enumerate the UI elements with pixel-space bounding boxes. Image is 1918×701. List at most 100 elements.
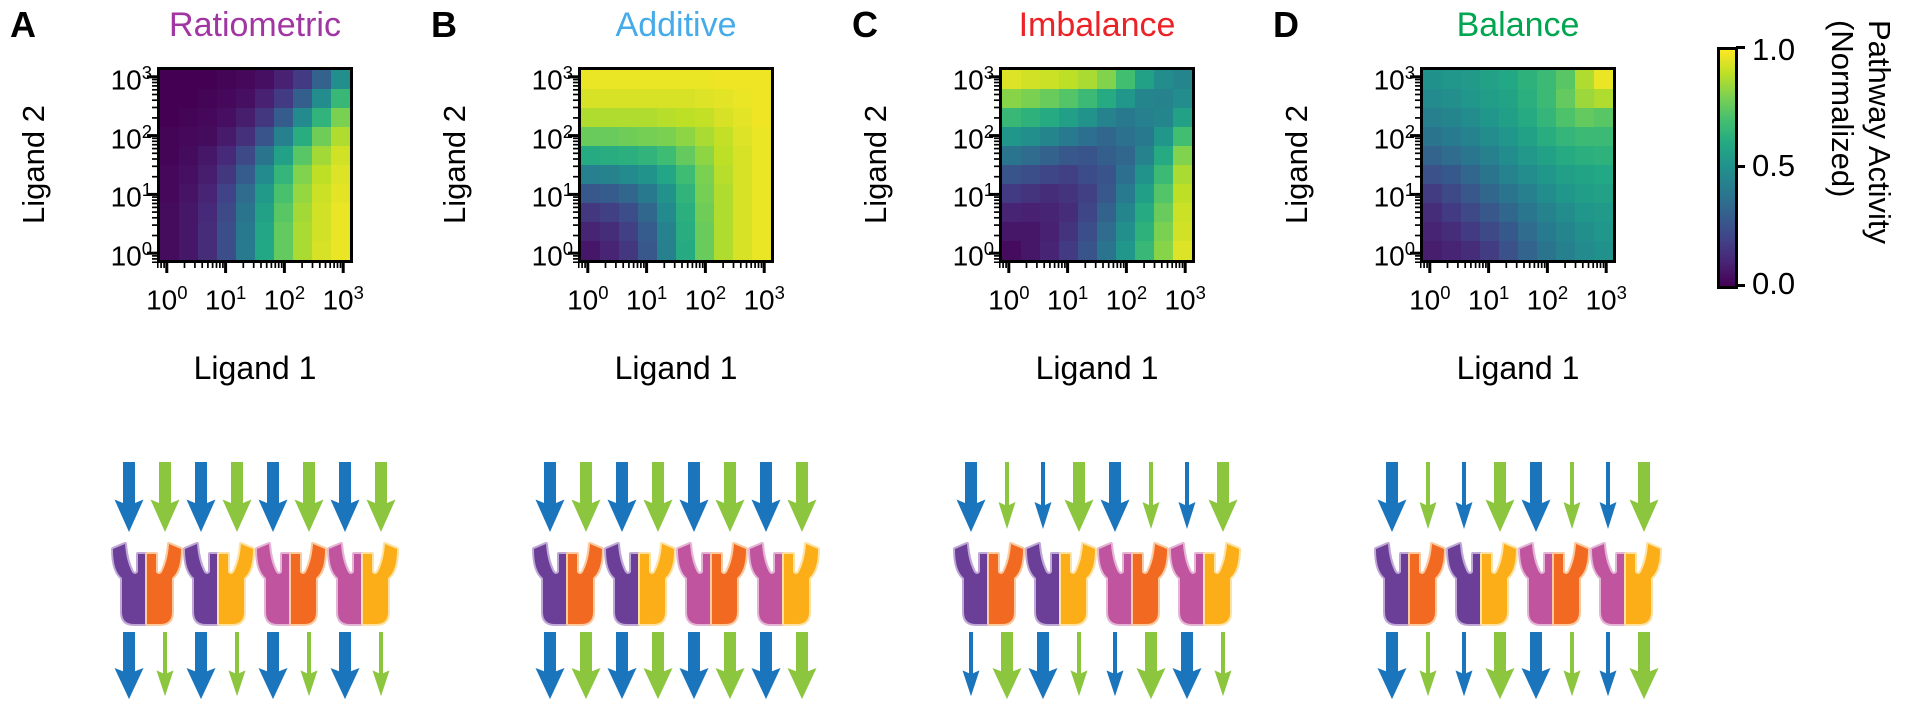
x-axis-ticks: [578, 263, 766, 273]
receptor-dimer-purple-amber: [604, 542, 676, 626]
blue-arrow-thick-input: [258, 462, 288, 532]
blue-arrow-thin-input: [1455, 462, 1473, 529]
blue-arrow-thick-input: [535, 462, 565, 532]
green-arrow-thin-output: [228, 632, 246, 697]
x-axis-ticks: [999, 263, 1187, 273]
panel-balance: D Balance Ligand 2 100 101 102 103 100 101 10…: [1273, 0, 1694, 701]
tick-label: 101: [531, 179, 573, 213]
blue-arrow-thin-input: [1178, 462, 1196, 529]
tick-label: 102: [531, 120, 573, 154]
blue-arrow-thick-output: [1377, 632, 1407, 700]
tick-label: 102: [684, 282, 727, 316]
x-axis-tick-labels: 100 101 102 103: [1409, 278, 1627, 318]
blue-arrow-thick-input: [330, 462, 360, 532]
receptor-dimer-purple-orange: [111, 542, 183, 626]
x-axis-ticks: [1420, 263, 1608, 273]
receptor-dimer-purple-amber: [1025, 542, 1097, 626]
tick-label: 103: [1373, 61, 1415, 96]
blue-arrow-thin-output: [962, 632, 980, 697]
colorbar-gradient: [1717, 47, 1738, 289]
receptor-dimer-magenta-orange: [1097, 542, 1169, 626]
y-axis-ticks: [568, 75, 578, 263]
green-arrow-thin-input: [1563, 462, 1581, 529]
blue-arrow-thick-output: [114, 632, 144, 700]
blue-arrow-thick-output: [679, 632, 709, 700]
green-arrow-thin-output: [1419, 632, 1437, 697]
tick-label: 101: [625, 282, 668, 316]
heatmap-imbalance: [999, 67, 1195, 263]
receptor-dimer-magenta-amber: [1590, 542, 1662, 626]
tick-label: 101: [1046, 282, 1089, 316]
heatmap-balance: [1420, 67, 1616, 263]
green-arrow-thick-input: [787, 462, 817, 532]
colorbar-tick-label: 0.0: [1752, 266, 1796, 301]
panel-letter: A: [10, 4, 36, 45]
x-axis-label: Ligand 1: [193, 350, 317, 386]
green-arrow-thick-output: [1485, 632, 1515, 700]
blue-arrow-thick-output: [330, 632, 360, 700]
y-axis-label: Ligand 2: [16, 105, 51, 225]
tick-label: 101: [1467, 282, 1510, 316]
panel-letter: C: [852, 4, 878, 45]
blue-arrow-thick-output: [607, 632, 637, 700]
blue-arrow-thin-output: [1455, 632, 1473, 697]
tick-label: 102: [263, 282, 306, 316]
x-axis-tick-labels: 100 101 102 103: [146, 278, 364, 318]
blue-arrow-thick-input: [1521, 462, 1551, 532]
receptor-dimer-magenta-amber: [1169, 542, 1241, 626]
blue-arrow-thick-output: [258, 632, 288, 700]
y-axis-ticks: [147, 75, 157, 263]
tick-label: 100: [952, 238, 994, 272]
tick-label: 100: [567, 282, 609, 316]
x-axis-label: Ligand 1: [1035, 350, 1159, 386]
receptor-dimer-purple-orange: [953, 542, 1025, 626]
green-arrow-thin-output: [372, 632, 390, 697]
tick-label: 103: [743, 282, 785, 316]
blue-arrow-thick-output: [186, 632, 216, 700]
tick-label: 100: [146, 282, 188, 316]
green-arrow-thick-output: [715, 632, 745, 700]
green-arrow-thin-input: [1419, 462, 1437, 529]
tick-label: 103: [1164, 282, 1206, 316]
y-axis-tick-labels: 100 101 102 103: [1323, 0, 1415, 300]
tick-label: 100: [1373, 238, 1415, 272]
green-arrow-thick-input: [294, 462, 324, 532]
green-arrow-thick-input: [222, 462, 252, 532]
tick-label: 101: [952, 179, 994, 213]
tick-label: 103: [110, 61, 152, 96]
green-arrow-thick-input: [1629, 462, 1659, 532]
colorbar-tick: [1736, 284, 1745, 287]
panel-ratiometric: A Ratiometric Ligand 2 100 101 102 103 100 1…: [10, 0, 431, 701]
x-axis-label: Ligand 1: [1456, 350, 1580, 386]
tick-label: 103: [952, 61, 994, 96]
heatmap-additive: [578, 67, 774, 263]
receptor-dimer-magenta-orange: [255, 542, 327, 626]
blue-arrow-thick-output: [1521, 632, 1551, 700]
green-arrow-thick-output: [643, 632, 673, 700]
tick-label: 100: [988, 282, 1030, 316]
panel-title: Additive: [615, 6, 737, 44]
y-axis-ticks: [989, 75, 999, 263]
blue-arrow-thick-input: [186, 462, 216, 532]
green-arrow-thick-input: [715, 462, 745, 532]
green-arrow-thin-output: [156, 632, 174, 697]
tick-label: 103: [531, 61, 573, 96]
receptor-dimer-purple-amber: [1446, 542, 1518, 626]
panel-title: Balance: [1456, 6, 1580, 44]
green-arrow-thick-output: [992, 632, 1022, 700]
blue-arrow-thin-output: [1106, 632, 1124, 697]
panel-imbalance: C Imbalance Ligand 2 100 101 102 103 100 101…: [852, 0, 1273, 701]
colorbar-tick: [1736, 46, 1745, 49]
blue-arrow-thin-input: [1034, 462, 1052, 529]
green-arrow-thin-output: [300, 632, 318, 697]
blue-arrow-thick-output: [1028, 632, 1058, 700]
blue-arrow-thick-input: [1100, 462, 1130, 532]
panel-title: Ratiometric: [169, 6, 341, 44]
receptor-dimer-magenta-orange: [1518, 542, 1590, 626]
panel-letter: D: [1273, 4, 1299, 45]
blue-arrow-thick-output: [535, 632, 565, 700]
colorbar-tick-label: 1.0: [1752, 32, 1796, 67]
blue-arrow-thick-input: [1377, 462, 1407, 532]
green-arrow-thick-input: [366, 462, 396, 532]
